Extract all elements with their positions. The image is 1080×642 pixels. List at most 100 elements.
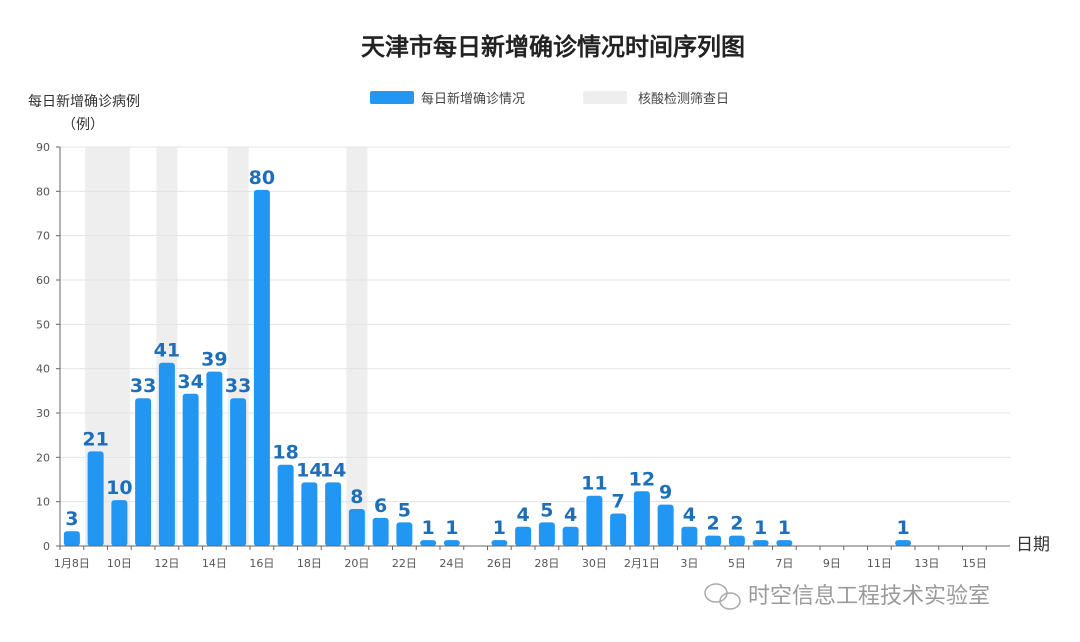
data-label: 4 bbox=[517, 504, 530, 526]
bar-1月11日 bbox=[135, 398, 152, 546]
x-tick-label: 2月1日 bbox=[624, 557, 660, 570]
y-tick-label: 40 bbox=[36, 363, 50, 376]
bar-2月6日 bbox=[752, 540, 769, 546]
data-label: 6 bbox=[374, 495, 387, 517]
data-label: 2 bbox=[730, 513, 743, 535]
bar-1月17日 bbox=[277, 464, 294, 546]
y-tick-label: 30 bbox=[36, 407, 50, 420]
x-tick-label: 9日 bbox=[823, 557, 841, 570]
legend-label-screening: 核酸检测筛查日 bbox=[638, 92, 729, 107]
bar-1月24日 bbox=[443, 540, 460, 546]
legend-label-cases: 每日新增确诊情况 bbox=[421, 91, 525, 107]
x-tick-label: 12日 bbox=[154, 557, 179, 570]
x-tick-label: 20日 bbox=[344, 557, 369, 570]
bar-1月21日 bbox=[372, 517, 389, 546]
data-label: 4 bbox=[683, 504, 696, 526]
data-label: 1 bbox=[897, 517, 910, 539]
bar-2月12日 bbox=[895, 540, 912, 546]
bar-1月10日 bbox=[111, 500, 128, 546]
bar-1月20日 bbox=[348, 509, 365, 546]
x-tick-label: 16日 bbox=[249, 557, 274, 570]
x-tick-label: 24日 bbox=[439, 557, 464, 570]
x-axis-label: 日期 bbox=[1016, 535, 1050, 555]
bar-1月22日 bbox=[396, 522, 413, 546]
watermark-text: 时空信息工程技术实验室 bbox=[748, 584, 990, 609]
data-label: 1 bbox=[493, 517, 506, 539]
legend-swatch-screening bbox=[583, 91, 627, 104]
x-tick-label: 10日 bbox=[107, 557, 132, 570]
bar-1月14日 bbox=[206, 371, 223, 546]
data-label: 39 bbox=[201, 349, 227, 371]
data-label: 1 bbox=[445, 517, 458, 539]
data-label: 1 bbox=[778, 517, 791, 539]
y-tick-label: 70 bbox=[36, 230, 50, 243]
bar-2月2日 bbox=[657, 504, 674, 546]
x-tick-label: 3日 bbox=[680, 557, 698, 570]
data-label: 9 bbox=[659, 482, 672, 504]
bar-1月13日 bbox=[182, 393, 199, 546]
bar-1月18日 bbox=[301, 482, 318, 546]
chart-title: 天津市每日新增确诊情况时间序列图 bbox=[361, 33, 745, 61]
data-label: 41 bbox=[154, 340, 180, 362]
screening-day-band bbox=[346, 147, 368, 546]
data-label: 18 bbox=[272, 442, 298, 464]
y-tick-label: 10 bbox=[36, 496, 50, 509]
data-label: 1 bbox=[754, 517, 767, 539]
data-label: 33 bbox=[130, 375, 156, 397]
data-label: 8 bbox=[350, 486, 363, 508]
x-tick-label: 11日 bbox=[867, 557, 892, 570]
bar-1月30日 bbox=[586, 495, 603, 546]
data-label: 7 bbox=[612, 490, 625, 512]
y-tick-label: 60 bbox=[36, 274, 50, 287]
bar-2月4日 bbox=[705, 535, 722, 546]
data-label: 3 bbox=[65, 508, 78, 530]
bar-1月19日 bbox=[325, 482, 342, 546]
bar-1月29日 bbox=[562, 526, 579, 546]
bar-1月16日 bbox=[253, 189, 270, 547]
data-label: 11 bbox=[581, 473, 607, 495]
watermark: 时空信息工程技术实验室 bbox=[704, 583, 990, 610]
data-label: 34 bbox=[177, 371, 203, 393]
bar-2月5日 bbox=[728, 535, 745, 546]
data-label: 5 bbox=[540, 499, 553, 521]
x-tick-label: 22日 bbox=[392, 557, 417, 570]
x-tick-label: 1月8日 bbox=[54, 557, 90, 570]
bar-1月27日 bbox=[515, 526, 532, 546]
x-tick-label: 18日 bbox=[297, 557, 322, 570]
legend: 每日新增确诊情况 核酸检测筛查日 bbox=[370, 91, 729, 107]
y-axis-label: 每日新增确诊病例 bbox=[28, 94, 140, 110]
bar-2月3日 bbox=[681, 526, 698, 546]
x-tick-label: 7日 bbox=[775, 557, 793, 570]
y-tick-label: 90 bbox=[36, 141, 50, 154]
bar-2月7日 bbox=[776, 540, 793, 546]
bar-1月23日 bbox=[420, 540, 437, 546]
y-axis-unit: （例） bbox=[62, 117, 104, 133]
bar-1月12日 bbox=[158, 362, 175, 546]
x-tick-label: 13日 bbox=[914, 557, 939, 570]
y-tick-label: 0 bbox=[43, 540, 50, 553]
bar-2月1日 bbox=[633, 491, 650, 546]
data-label: 12 bbox=[629, 468, 655, 490]
data-label: 10 bbox=[106, 477, 132, 499]
data-label: 21 bbox=[82, 428, 108, 450]
bar-1月8日 bbox=[63, 531, 80, 546]
data-label: 2 bbox=[707, 513, 720, 535]
data-label: 33 bbox=[225, 375, 251, 397]
legend-swatch-cases bbox=[370, 91, 414, 104]
x-tick-label: 14日 bbox=[202, 557, 227, 570]
data-label: 5 bbox=[398, 499, 411, 521]
x-tick-label: 5日 bbox=[728, 557, 746, 570]
y-tick-label: 20 bbox=[36, 451, 50, 464]
data-label: 14 bbox=[296, 459, 322, 481]
wechat-icon bbox=[704, 583, 741, 610]
bar-1月31日 bbox=[610, 513, 627, 546]
bar-1月28日 bbox=[538, 522, 555, 546]
x-tick-label: 26日 bbox=[487, 557, 512, 570]
bar-1月15日 bbox=[230, 398, 247, 546]
x-tick-label: 30日 bbox=[582, 557, 607, 570]
y-tick-label: 50 bbox=[36, 318, 50, 331]
x-tick-label: 28日 bbox=[534, 557, 559, 570]
data-label: 4 bbox=[564, 504, 577, 526]
x-tick-label: 15日 bbox=[962, 557, 987, 570]
